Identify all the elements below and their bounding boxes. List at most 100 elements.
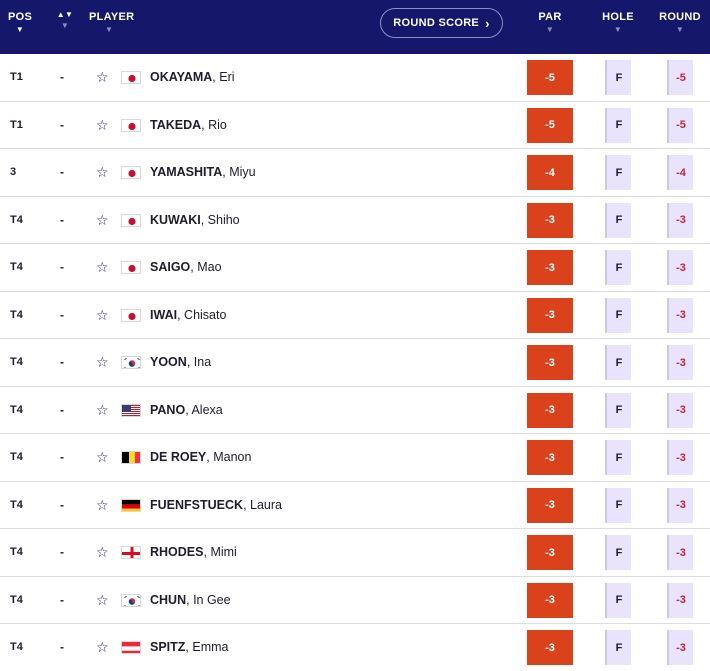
- round-score: -4: [667, 155, 693, 190]
- par-score: -5: [527, 107, 573, 143]
- player-row[interactable]: T4 - ☆ RHODES, Mimi -3 F -3: [0, 529, 710, 577]
- favorite-star-icon[interactable]: ☆: [96, 69, 109, 85]
- hole-status: F: [605, 582, 631, 618]
- country-flag-icon: [121, 308, 141, 322]
- round-score: -3: [667, 440, 693, 475]
- favorite-star-icon[interactable]: ☆: [96, 401, 109, 418]
- player-row[interactable]: T4 - ☆ FUENFSTUECK, Laura -3 F -3: [0, 481, 710, 529]
- player-first-name: Mao: [197, 260, 222, 274]
- player-name[interactable]: YOON, Ina: [150, 355, 212, 369]
- country-flag-icon: [121, 593, 141, 607]
- favorite-star-icon[interactable]: ☆: [96, 306, 109, 323]
- round-score: -5: [667, 107, 693, 143]
- player-first-name: Alexa: [191, 402, 223, 417]
- player-row[interactable]: T4 - ☆ KUWAKI, Shiho -3 F -3: [0, 196, 710, 244]
- player-row[interactable]: T4 - ☆ CHUN, In Gee -3 F -3: [0, 576, 710, 624]
- player-name[interactable]: SAIGO, Mao: [150, 260, 222, 274]
- par-score: -3: [527, 392, 573, 428]
- player-first-name: Ina: [193, 355, 212, 369]
- player-first-name: Rio: [208, 117, 227, 132]
- position-movement: -: [60, 165, 64, 179]
- par-column-header[interactable]: PAR ▼: [531, 11, 569, 34]
- player-row[interactable]: T1 - ☆ TAKEDA, Rio -5 F -5: [0, 101, 710, 149]
- player-name[interactable]: DE ROEY, Manon: [150, 450, 252, 464]
- hole-header-label: HOLE: [602, 11, 634, 23]
- player-name[interactable]: IWAI, Chisato: [150, 307, 227, 322]
- country-flag-icon: [121, 118, 141, 132]
- player-last-name: PANO: [150, 402, 186, 417]
- player-name[interactable]: SPITZ, Emma: [150, 640, 229, 654]
- par-score: -3: [527, 487, 573, 523]
- position-movement: -: [60, 260, 64, 274]
- hole-column-header[interactable]: HOLE ▼: [598, 11, 638, 34]
- player-last-name: RHODES: [150, 545, 204, 559]
- par-score: -5: [527, 60, 573, 95]
- position-movement: -: [60, 592, 64, 607]
- favorite-star-icon[interactable]: ☆: [96, 259, 109, 275]
- hole-status: F: [605, 297, 631, 333]
- hole-status: F: [605, 107, 631, 143]
- favorite-star-icon[interactable]: ☆: [96, 116, 109, 133]
- player-row[interactable]: 3 - ☆ YAMASHITA, Miyu -4 F -4: [0, 149, 710, 197]
- movement-column-header[interactable]: ▲▼ ▼: [55, 11, 75, 30]
- hole-status: F: [605, 202, 631, 238]
- player-name[interactable]: TAKEDA, Rio: [150, 117, 227, 132]
- player-first-name: Chisato: [184, 307, 227, 322]
- favorite-star-icon[interactable]: ☆: [96, 354, 109, 370]
- player-row[interactable]: T4 - ☆ IWAI, Chisato -3 F -3: [0, 291, 710, 339]
- player-name[interactable]: OKAYAMA, Eri: [150, 70, 235, 84]
- player-row[interactable]: T4 - ☆ YOON, Ina -3 F -3: [0, 339, 710, 387]
- sort-down-icon: ▼: [105, 25, 114, 34]
- player-name[interactable]: PANO, Alexa: [150, 402, 223, 417]
- favorite-star-icon[interactable]: ☆: [96, 591, 109, 608]
- position: T4: [10, 308, 23, 321]
- player-name[interactable]: RHODES, Mimi: [150, 545, 237, 559]
- player-name[interactable]: KUWAKI, Shiho: [150, 212, 240, 227]
- country-flag-icon: [121, 261, 141, 274]
- round-score: -3: [667, 392, 693, 428]
- favorite-star-icon[interactable]: ☆: [96, 496, 109, 513]
- hole-status: F: [605, 250, 631, 285]
- player-name[interactable]: FUENFSTUECK, Laura: [150, 497, 282, 512]
- position-movement: -: [60, 545, 64, 559]
- player-row[interactable]: T1 - ☆ OKAYAMA, Eri -5 F -5: [0, 54, 710, 102]
- hole-status: F: [605, 345, 631, 380]
- favorite-star-icon[interactable]: ☆: [96, 164, 109, 180]
- pos-column-header[interactable]: POS ▼: [8, 11, 32, 34]
- player-row[interactable]: T4 - ☆ SAIGO, Mao -3 F -3: [0, 244, 710, 292]
- position: T4: [10, 593, 23, 606]
- par-score: -3: [527, 345, 573, 380]
- player-first-name: Mimi: [210, 545, 237, 559]
- position: T4: [10, 451, 23, 463]
- pos-header-label: POS: [8, 11, 33, 23]
- hole-status: F: [605, 535, 631, 570]
- player-last-name: KUWAKI: [150, 212, 201, 227]
- chevron-right-icon: ›: [485, 15, 490, 31]
- player-last-name: DE ROEY: [150, 450, 207, 464]
- hole-status: F: [605, 487, 631, 523]
- favorite-star-icon[interactable]: ☆: [96, 544, 109, 560]
- round-score: -3: [667, 345, 693, 380]
- sort-down-icon: ▼: [60, 21, 70, 30]
- round-score-label: ROUND SCORE: [393, 17, 480, 29]
- hole-status: F: [605, 392, 631, 428]
- player-last-name: SAIGO: [150, 260, 191, 274]
- favorite-star-icon[interactable]: ☆: [96, 639, 109, 655]
- player-first-name: Miyu: [229, 165, 256, 179]
- player-column-header[interactable]: PLAYER ▼: [89, 11, 134, 34]
- player-header-label: PLAYER: [89, 11, 135, 23]
- par-score: -3: [527, 630, 573, 665]
- player-row[interactable]: T4 - ☆ DE ROEY, Manon -3 F -3: [0, 434, 710, 482]
- favorite-star-icon[interactable]: ☆: [96, 449, 109, 465]
- country-flag-icon: [121, 403, 141, 417]
- player-name[interactable]: YAMASHITA, Miyu: [150, 165, 256, 179]
- sort-down-icon: ▼: [613, 25, 623, 34]
- position-movement: -: [60, 450, 64, 464]
- round-score-button[interactable]: ROUND SCORE ›: [380, 8, 503, 38]
- player-row[interactable]: T4 - ☆ PANO, Alexa -3 F -3: [0, 386, 710, 434]
- favorite-star-icon[interactable]: ☆: [96, 211, 109, 228]
- player-name[interactable]: CHUN, In Gee: [150, 592, 231, 607]
- player-row[interactable]: T4 - ☆ SPITZ, Emma -3 F -3: [0, 624, 710, 671]
- round-column-header[interactable]: ROUND ▼: [655, 11, 705, 34]
- player-first-name: Manon: [213, 450, 252, 464]
